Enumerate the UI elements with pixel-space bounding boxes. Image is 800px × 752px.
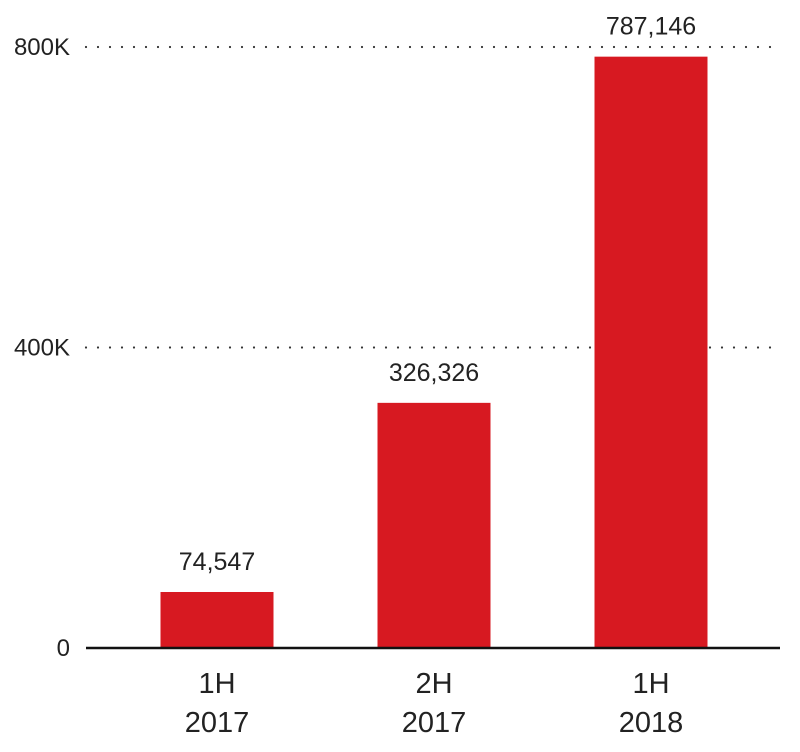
x-tick-label-line2: 2017 — [402, 707, 467, 739]
bar-value-label: 74,547 — [179, 548, 255, 576]
bar-value-label: 787,146 — [606, 13, 696, 41]
labels-layer: 74,547 326,326 787,146 — [179, 13, 696, 576]
x-tick-label-line1: 1H — [198, 668, 235, 700]
y-tick-label: 800K — [14, 34, 70, 61]
bar-value-label: 326,326 — [389, 359, 479, 387]
bar — [594, 56, 708, 649]
axis-layer: 0 400K 800K 1H 2017 2H 2017 1H 2018 — [14, 34, 780, 739]
grid-layer — [84, 45, 782, 349]
bars-layer — [160, 56, 708, 649]
x-tick-label-line2: 2017 — [185, 707, 250, 739]
y-tick-label: 0 — [57, 635, 70, 662]
x-tick-label-line1: 1H — [632, 668, 669, 700]
bar — [377, 402, 491, 648]
x-tick-label-line2: 2018 — [619, 707, 684, 739]
y-tick-label: 400K — [14, 335, 70, 362]
bar — [160, 591, 274, 648]
x-tick-label-line1: 2H — [415, 668, 452, 700]
